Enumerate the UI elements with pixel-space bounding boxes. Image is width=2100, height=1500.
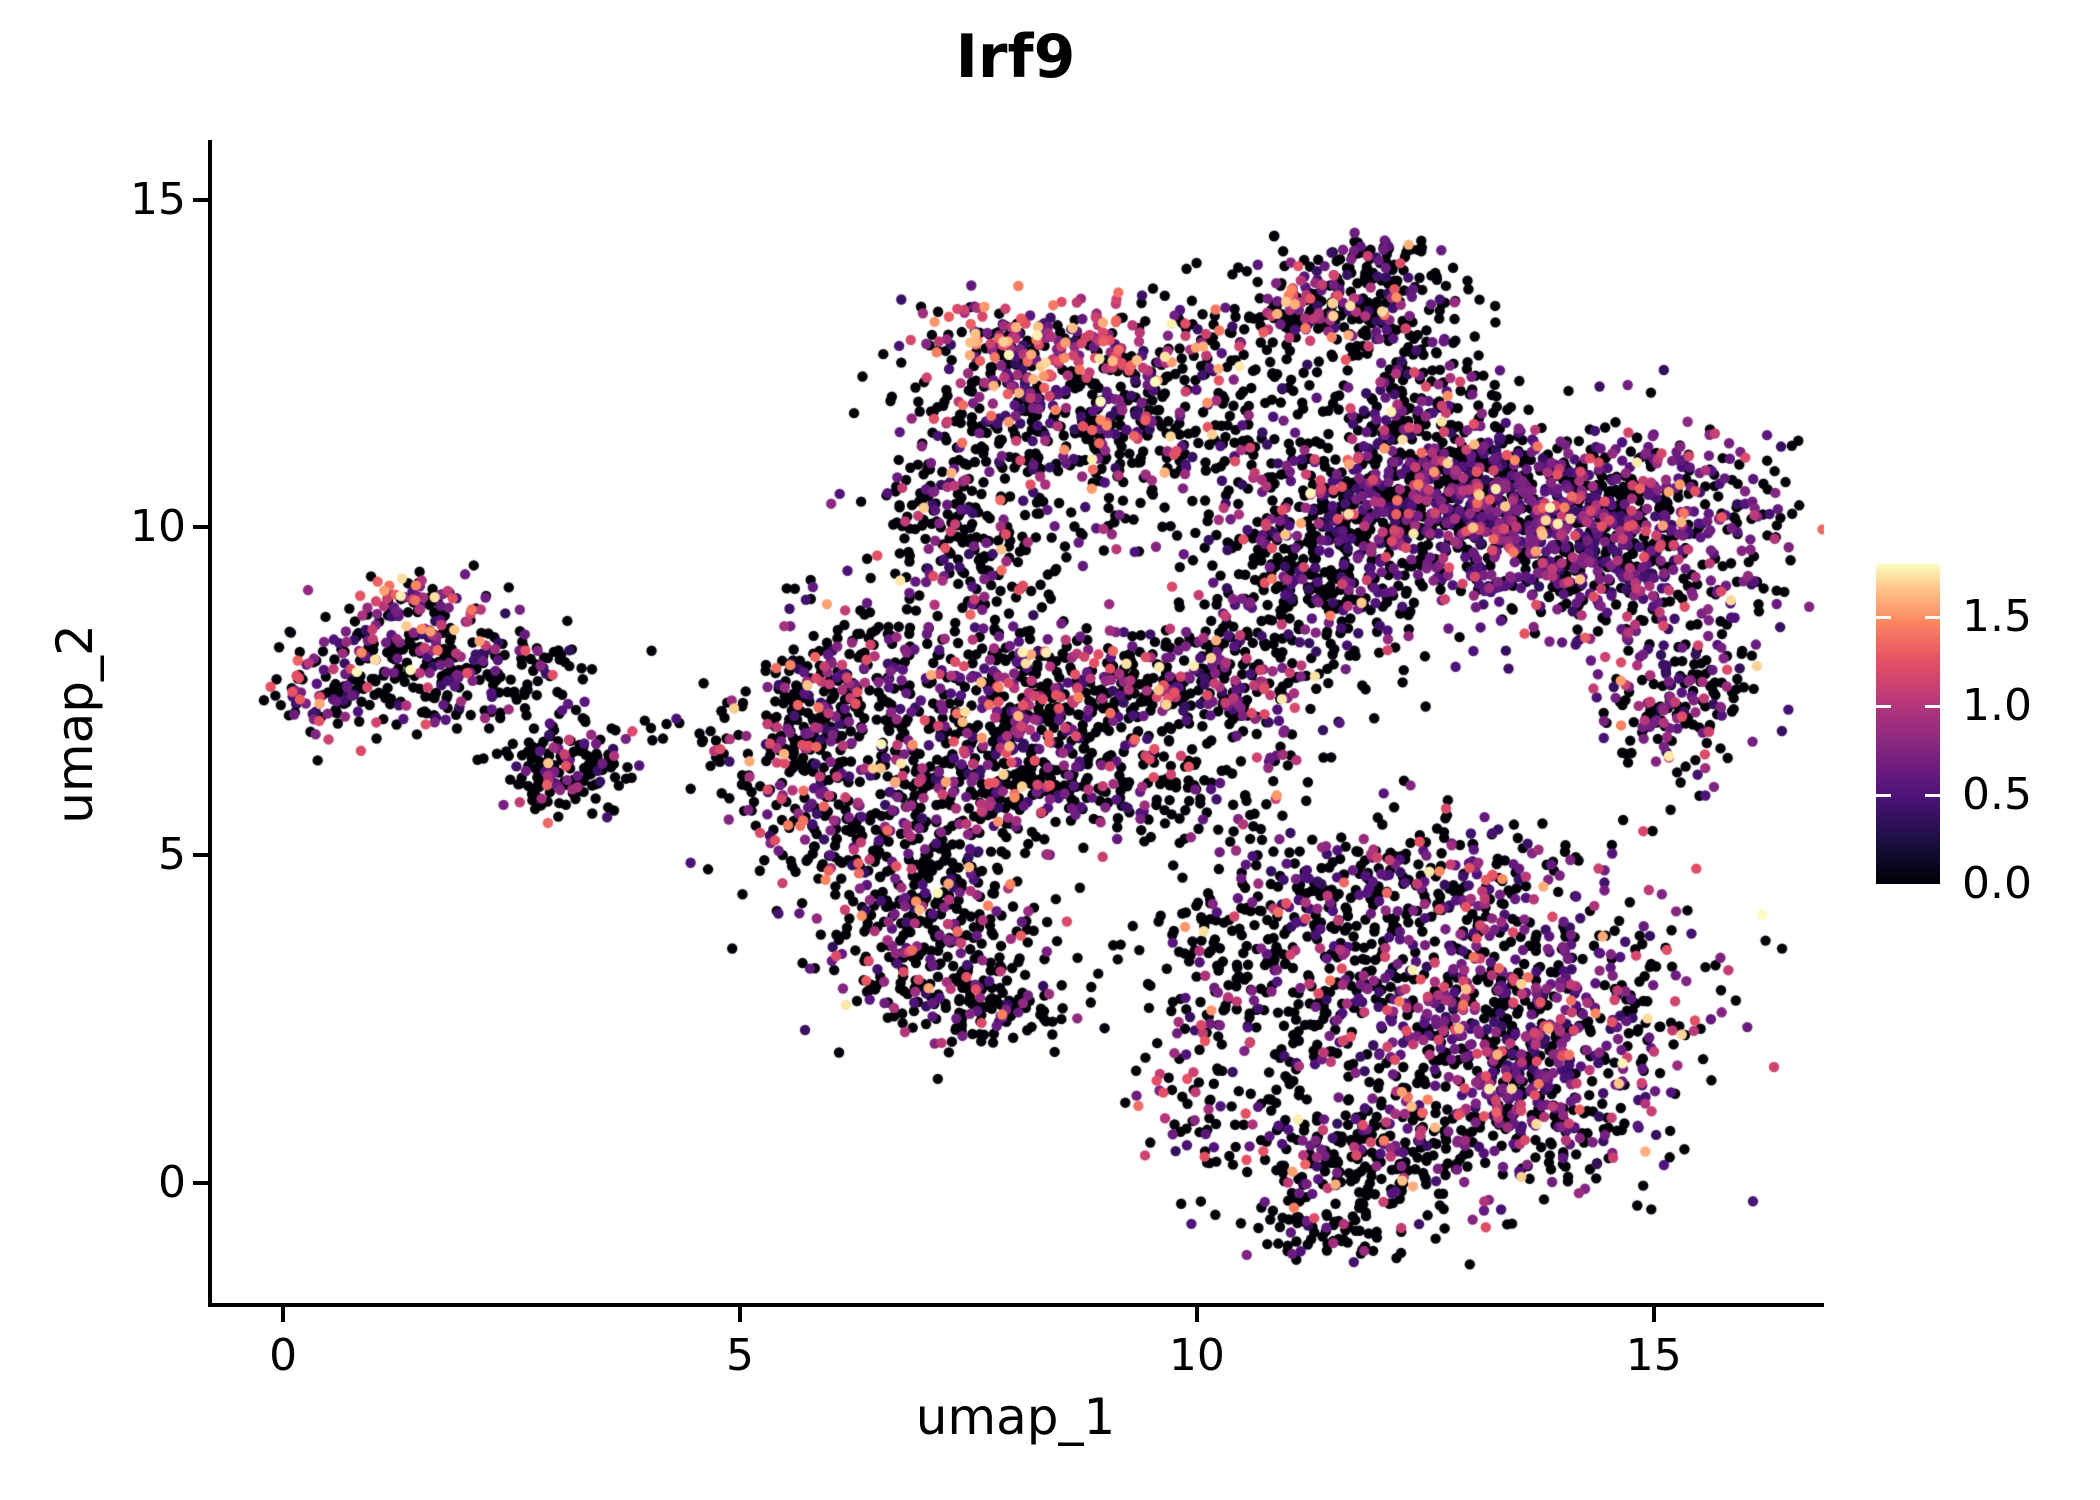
x-tick-label: 5 [726, 1330, 755, 1381]
y-tick-label: 10 [130, 501, 186, 553]
x-tick-label: 15 [1625, 1330, 1682, 1381]
colorbar-tick-dash [1925, 793, 1940, 797]
x-tick-label: 10 [1168, 1330, 1225, 1381]
colorbar-gradient [1876, 564, 1940, 884]
y-axis-tick [193, 853, 208, 858]
colorbar-tick-label: 1.0 [1962, 680, 2032, 732]
colorbar-tick-dash [1925, 615, 1940, 619]
x-axis-title: umap_1 [915, 1388, 1116, 1446]
colorbar-tick-dash [1876, 793, 1891, 797]
x-axis-tick [1194, 1307, 1199, 1322]
y-axis-tick [193, 525, 208, 530]
x-axis-tick [281, 1307, 286, 1322]
colorbar-tick-label: 0.5 [1962, 769, 2032, 821]
colorbar-tick-label: 1.5 [1962, 591, 2032, 643]
x-axis-line [208, 1303, 1824, 1307]
colorbar-tick-dash [1925, 704, 1940, 708]
x-tick-label: 0 [269, 1330, 298, 1381]
y-tick-label: 5 [158, 829, 186, 881]
plot-title: Irf9 [955, 22, 1076, 92]
y-tick-label: 0 [158, 1157, 186, 1209]
y-tick-label: 15 [130, 173, 186, 225]
colorbar-tick-dash [1876, 615, 1891, 619]
y-axis-tick [193, 1181, 208, 1186]
x-axis-tick [1651, 1307, 1656, 1322]
colorbar-tick-dash [1876, 704, 1891, 708]
y-axis-line [208, 140, 212, 1307]
y-axis-tick [193, 197, 208, 202]
colorbar-tick-label: 0.0 [1962, 858, 2032, 909]
y-axis-title: umap_2 [46, 624, 104, 824]
x-axis-tick [738, 1307, 743, 1322]
